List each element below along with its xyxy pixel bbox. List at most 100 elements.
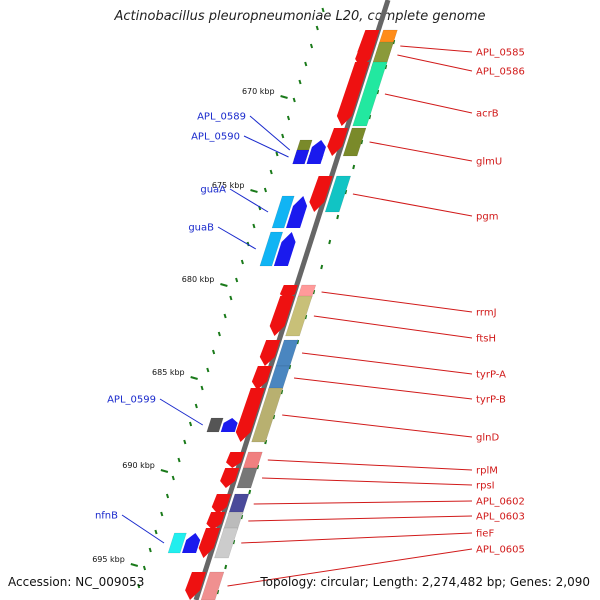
minor-tick (336, 214, 340, 220)
gene-arrow-forward (259, 340, 281, 366)
gene-label-reverse: guaB (188, 223, 214, 234)
gene-arrow-forward (336, 62, 370, 126)
gene-arrow-reverse (273, 232, 296, 266)
minor-tick (240, 259, 244, 265)
leader-line-forward (293, 377, 473, 400)
kbp-tick-label: 690 kbp (122, 461, 155, 470)
gene-box-forward (214, 527, 239, 559)
kbp-tick-label: 695 kbp (92, 555, 125, 564)
minor-tick (148, 547, 152, 553)
gene-label-forward: rplM (476, 466, 498, 477)
major-tick (220, 283, 228, 287)
minor-tick (264, 439, 268, 445)
minor-tick (376, 89, 380, 95)
gene-arrow-forward (327, 128, 349, 156)
minor-tick (296, 339, 300, 345)
minor-tick (281, 133, 285, 139)
leader-line-reverse (249, 115, 291, 151)
gene-arrow-forward (185, 572, 206, 600)
minor-tick (194, 403, 198, 409)
gene-arrow-forward (355, 42, 376, 68)
minor-tick (183, 439, 187, 445)
kbp-tick-label: 685 kbp (152, 368, 185, 377)
gene-arrow-reverse (286, 196, 308, 228)
ticks-layer: 670 kbp 675 kbp 680 kbp 685 kbp 690 kbp 695 k… (92, 7, 396, 595)
major-tick (250, 189, 258, 193)
minor-tick (177, 457, 181, 463)
minor-tick (286, 115, 291, 121)
minor-tick (206, 367, 210, 373)
gene-label-reverse: APL_0590 (191, 132, 240, 143)
leader-line-reverse (217, 226, 257, 250)
minor-tick (315, 25, 319, 31)
leader-line-forward (227, 548, 473, 587)
gene-box-reverse (271, 195, 295, 229)
minor-tick (229, 295, 233, 301)
minor-tick (212, 349, 216, 355)
gene-box-reverse (206, 417, 224, 433)
gene-box-forward (285, 295, 313, 337)
leader-line-forward (384, 93, 473, 114)
gene-label-forward: rrmJ (476, 308, 497, 319)
minor-tick (360, 139, 364, 145)
minor-tick (232, 539, 236, 545)
major-tick (190, 376, 198, 380)
leader-line-forward (313, 315, 473, 339)
gene-box-forward (242, 451, 263, 469)
minor-tick (189, 421, 193, 427)
map-title: Actinobacillus pleuropneumoniae L20, com… (114, 9, 486, 24)
minor-tick (142, 565, 147, 571)
minor-tick (275, 151, 279, 157)
gene-label-forward: pgm (476, 212, 498, 223)
major-tick (280, 95, 288, 99)
leader-line-forward (397, 54, 473, 72)
gene-label-forward: ftsH (476, 334, 496, 345)
gene-arrow-reverse (306, 150, 324, 164)
minor-tick (368, 114, 372, 120)
leader-line-reverse (229, 188, 269, 213)
minor-tick (137, 583, 141, 589)
minor-tick (171, 475, 175, 481)
kbp-tick-label: 680 kbp (182, 275, 215, 284)
leader-line-forward (262, 477, 473, 486)
gene-label-reverse: guaA (200, 185, 226, 196)
gene-label-forward: APL_0602 (476, 497, 525, 508)
minor-tick (328, 239, 332, 245)
gene-label-forward: tyrP-B (476, 395, 506, 406)
genes-layer (167, 29, 398, 600)
minor-tick (304, 61, 308, 67)
gene-arrow-forward (279, 285, 298, 299)
gene-label-forward: APL_0603 (476, 512, 525, 523)
gene-box-forward (296, 284, 317, 300)
gene-box-forward (267, 365, 291, 391)
gene-arrow-reverse (220, 418, 238, 432)
summary-text: Topology: circular; Length: 2,274,482 bp… (260, 575, 590, 589)
minor-tick (280, 389, 284, 395)
gene-label-forward: fieF (476, 529, 494, 540)
gene-box-reverse (167, 532, 187, 554)
kbp-tick-label: 670 kbp (242, 87, 275, 96)
minor-tick (304, 314, 308, 320)
gene-label-forward: glnD (476, 433, 499, 444)
gene-label-forward: APL_0586 (476, 67, 525, 78)
minor-tick (344, 189, 348, 195)
gene-box-forward (352, 61, 388, 127)
gene-arrow-forward (226, 452, 245, 468)
gene-arrow-forward (235, 388, 265, 442)
leader-line-forward (301, 352, 473, 375)
minor-tick (160, 511, 164, 517)
minor-tick (240, 514, 244, 520)
leader-line-forward (282, 414, 473, 438)
leader-line-forward (241, 532, 473, 544)
leader-line-forward (267, 459, 473, 471)
leader-line-forward (248, 515, 473, 522)
gene-label-forward: APL_0585 (476, 48, 525, 59)
gene-box-reverse (292, 149, 310, 165)
minor-tick (392, 39, 396, 45)
minor-tick (309, 43, 314, 49)
minor-tick (298, 79, 302, 85)
minor-tick (200, 385, 204, 391)
labels-layer: APL_0585 APL_0586 acrB glmU pgm rrmJ ftsH tyrP-… (95, 48, 525, 556)
gene-box-forward (251, 387, 284, 443)
gene-label-forward: glmU (476, 157, 502, 168)
